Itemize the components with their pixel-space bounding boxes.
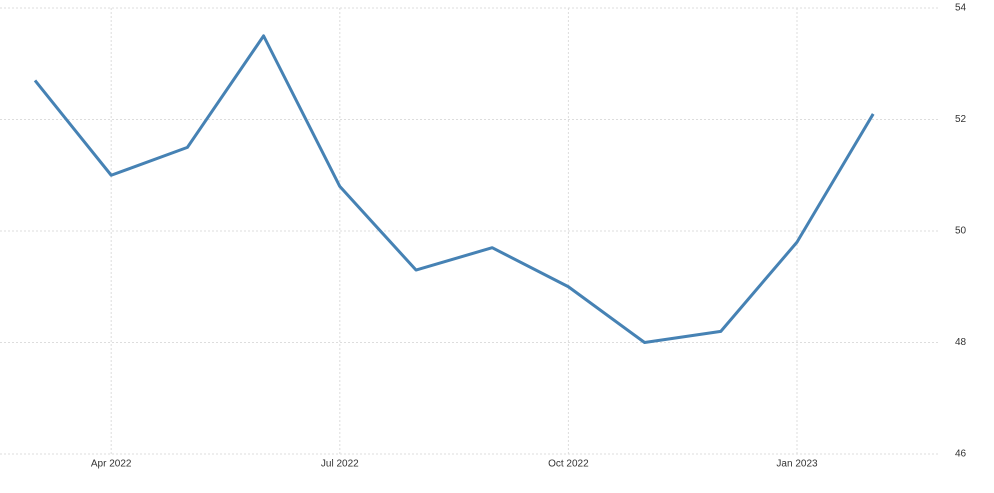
- y-tick-label: 50: [955, 226, 967, 237]
- y-tick-label: 52: [955, 114, 967, 125]
- y-tick-label: 46: [955, 449, 967, 460]
- x-tick-label: Jul 2022: [321, 459, 359, 470]
- x-tick-label: Apr 2022: [91, 459, 132, 470]
- x-tick-label: Jan 2023: [776, 459, 818, 470]
- x-tick-label: Oct 2022: [548, 459, 589, 470]
- line: [33, 34, 875, 344]
- y-tick-label: 48: [955, 337, 967, 348]
- y-tick-label: 54: [955, 3, 967, 14]
